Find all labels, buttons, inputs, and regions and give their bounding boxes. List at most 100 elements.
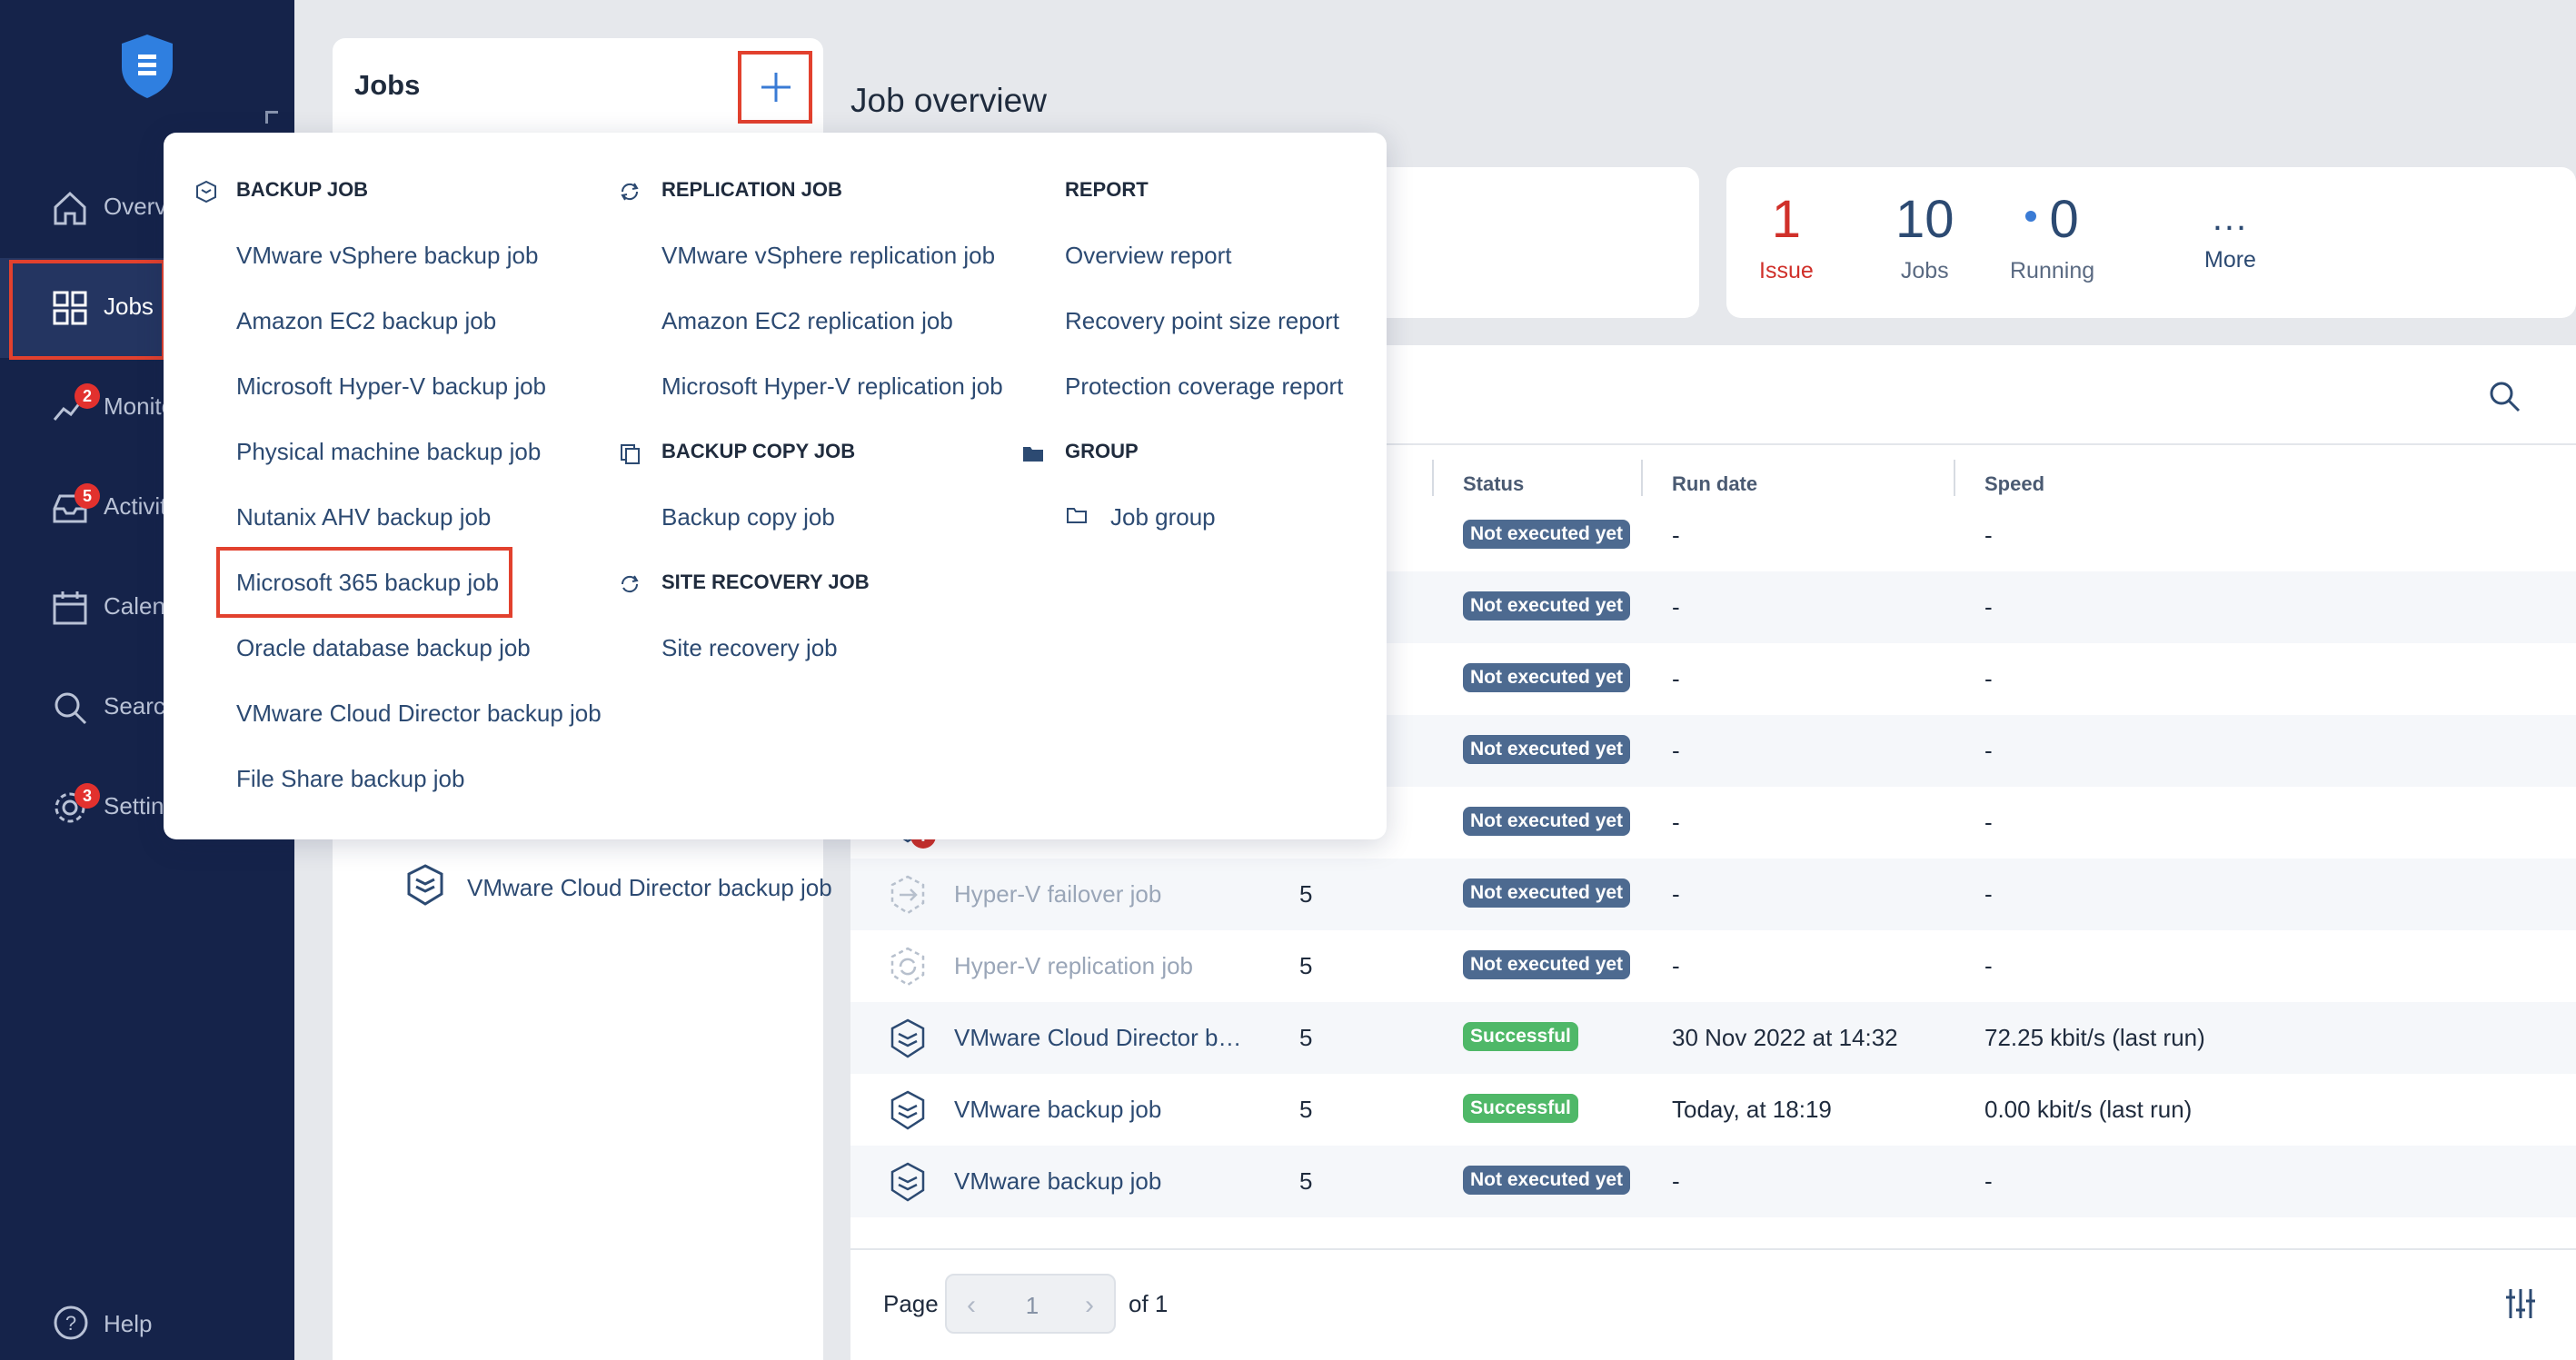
monitor-badge: 2 <box>75 383 100 409</box>
menu-item-site-recovery[interactable]: Site recovery job <box>661 634 838 661</box>
add-job-menu: BACKUP JOB VMware vSphere backup job Ama… <box>164 133 1387 839</box>
jobs-panel-title: Jobs <box>354 69 421 101</box>
menu-heading-group: GROUP <box>1065 440 1139 462</box>
status-badge: Not executed yet <box>1463 591 1631 620</box>
run-date: - <box>1672 593 1680 620</box>
status-badge: Not executed yet <box>1463 1166 1631 1195</box>
column-header-status[interactable]: Status <box>1463 472 1525 495</box>
menu-heading-backup-copy: BACKUP COPY JOB <box>661 440 856 462</box>
tree-item-label: VMware Cloud Director backup job <box>467 874 832 901</box>
status-badge: Not executed yet <box>1463 807 1631 836</box>
job-name[interactable]: Hyper-V failover job <box>954 880 1162 908</box>
plus-icon <box>761 73 791 102</box>
job-name[interactable]: VMware backup job <box>954 1096 1162 1123</box>
stat-more[interactable]: ... More <box>2204 200 2256 273</box>
column-settings-icon[interactable] <box>2504 1286 2537 1321</box>
activity-badge: 5 <box>75 483 100 509</box>
table-row[interactable]: Hyper-V failover job 5 Not executed yet - - <box>850 859 2576 930</box>
failover-job-icon <box>890 875 925 915</box>
menu-item-ec2-replication[interactable]: Amazon EC2 replication job <box>661 307 953 334</box>
status-badge: Successful <box>1463 1094 1578 1123</box>
speed: - <box>1984 737 1993 764</box>
run-date: - <box>1672 665 1680 692</box>
column-separator <box>1954 460 1955 496</box>
object-count: 5 <box>1299 1024 1313 1051</box>
speed: - <box>1984 593 1993 620</box>
menu-heading-backup: BACKUP JOB <box>236 178 369 201</box>
home-icon <box>54 191 86 225</box>
job-name[interactable]: VMware backup job <box>954 1167 1162 1195</box>
backup-job-icon <box>890 1018 925 1058</box>
site-recovery-icon <box>621 575 639 593</box>
nav-jobs-label: Jobs <box>104 293 154 320</box>
column-header-run-date[interactable]: Run date <box>1672 472 1758 495</box>
menu-item-vsphere-replication[interactable]: VMware vSphere replication job <box>661 242 996 269</box>
page-input[interactable]: ‹ 1 › <box>945 1274 1116 1334</box>
status-badge: Not executed yet <box>1463 663 1631 692</box>
menu-item-overview-report[interactable]: Overview report <box>1065 242 1232 269</box>
menu-item-recovery-point-report[interactable]: Recovery point size report <box>1065 307 1340 334</box>
menu-item-job-group[interactable]: Job group <box>1110 503 1216 531</box>
table-row[interactable]: Hyper-V replication job 5 Not executed yet… <box>850 930 2576 1002</box>
object-count: 5 <box>1299 1167 1313 1195</box>
tree-item-vcd-backup[interactable]: VMware Cloud Director backup job <box>405 863 832 908</box>
shield-logo-icon[interactable] <box>118 33 176 100</box>
status-badge: Not executed yet <box>1463 950 1631 979</box>
object-count: 5 <box>1299 880 1313 908</box>
run-date: - <box>1672 809 1680 836</box>
collapse-sidebar-icon[interactable] <box>265 111 278 124</box>
more-label: More <box>2204 247 2256 273</box>
running-dot-icon <box>2025 210 2037 222</box>
speed: - <box>1984 809 1993 836</box>
add-job-button[interactable] <box>738 51 812 124</box>
stat-running[interactable]: 0 Running <box>2010 193 2094 284</box>
divider <box>850 443 2576 445</box>
menu-item-vsphere-backup[interactable]: VMware vSphere backup job <box>236 242 539 269</box>
job-group-icon <box>1067 508 1087 523</box>
inbox-icon <box>53 494 87 523</box>
column-header-speed[interactable]: Speed <box>1984 472 2045 495</box>
more-icon: ... <box>2212 198 2249 238</box>
job-name[interactable]: Hyper-V replication job <box>954 952 1194 979</box>
speed: - <box>1984 521 1993 549</box>
run-date: - <box>1672 952 1680 979</box>
page-total: of 1 <box>1129 1290 1169 1317</box>
settings-badge: 3 <box>75 783 100 809</box>
table-row[interactable]: VMware backup job 5 Not executed yet - - <box>850 1146 2576 1217</box>
table-row[interactable]: Not executed yet - - <box>850 500 2576 571</box>
folder-icon <box>1023 447 1043 462</box>
issue-label: Issue <box>1759 258 1814 283</box>
running-label: Running <box>2010 258 2095 283</box>
chevron-left-icon[interactable]: ‹ <box>967 1290 976 1320</box>
svg-text:?: ? <box>65 1312 76 1335</box>
table-row[interactable]: VMware Cloud Director b… 5 Successful 30 No… <box>850 1002 2576 1074</box>
grid-icon <box>53 291 87 325</box>
menu-item-ec2-backup[interactable]: Amazon EC2 backup job <box>236 307 497 334</box>
backup-copy-icon <box>621 444 640 464</box>
menu-item-oracle-backup[interactable]: Oracle database backup job <box>236 634 531 661</box>
menu-item-physical-backup[interactable]: Physical machine backup job <box>236 438 542 465</box>
status-badge: Not executed yet <box>1463 520 1631 549</box>
summary-card <box>1345 167 1699 318</box>
job-name[interactable]: VMware Cloud Director b… <box>954 1024 1242 1051</box>
menu-item-protection-coverage-report[interactable]: Protection coverage report <box>1065 372 1344 400</box>
menu-item-nutanix-backup[interactable]: Nutanix AHV backup job <box>236 503 492 531</box>
search-icon <box>55 692 87 725</box>
menu-item-vcd-backup[interactable]: VMware Cloud Director backup job <box>236 700 602 727</box>
menu-item-backup-copy[interactable]: Backup copy job <box>661 503 835 531</box>
status-badge: Not executed yet <box>1463 879 1631 908</box>
table-row[interactable]: Not executed yet - - <box>850 643 2576 715</box>
menu-item-hyperv-replication[interactable]: Microsoft Hyper-V replication job <box>661 372 1003 400</box>
running-count: 0 <box>2049 190 2079 249</box>
speed: - <box>1984 1167 1993 1195</box>
search-icon[interactable] <box>2486 378 2522 414</box>
stat-issue[interactable]: 1 Issue <box>1759 193 1814 284</box>
speed: - <box>1984 665 1993 692</box>
chevron-right-icon[interactable]: › <box>1085 1290 1094 1320</box>
column-separator <box>1432 460 1434 496</box>
menu-item-hyperv-backup[interactable]: Microsoft Hyper-V backup job <box>236 372 547 400</box>
menu-item-m365-backup[interactable]: Microsoft 365 backup job <box>236 569 500 596</box>
stat-jobs[interactable]: 10 Jobs <box>1895 193 1954 284</box>
menu-item-fileshare-backup[interactable]: File Share backup job <box>236 765 465 792</box>
table-row[interactable]: VMware backup job 5 Successful Today, at 18… <box>850 1074 2576 1146</box>
